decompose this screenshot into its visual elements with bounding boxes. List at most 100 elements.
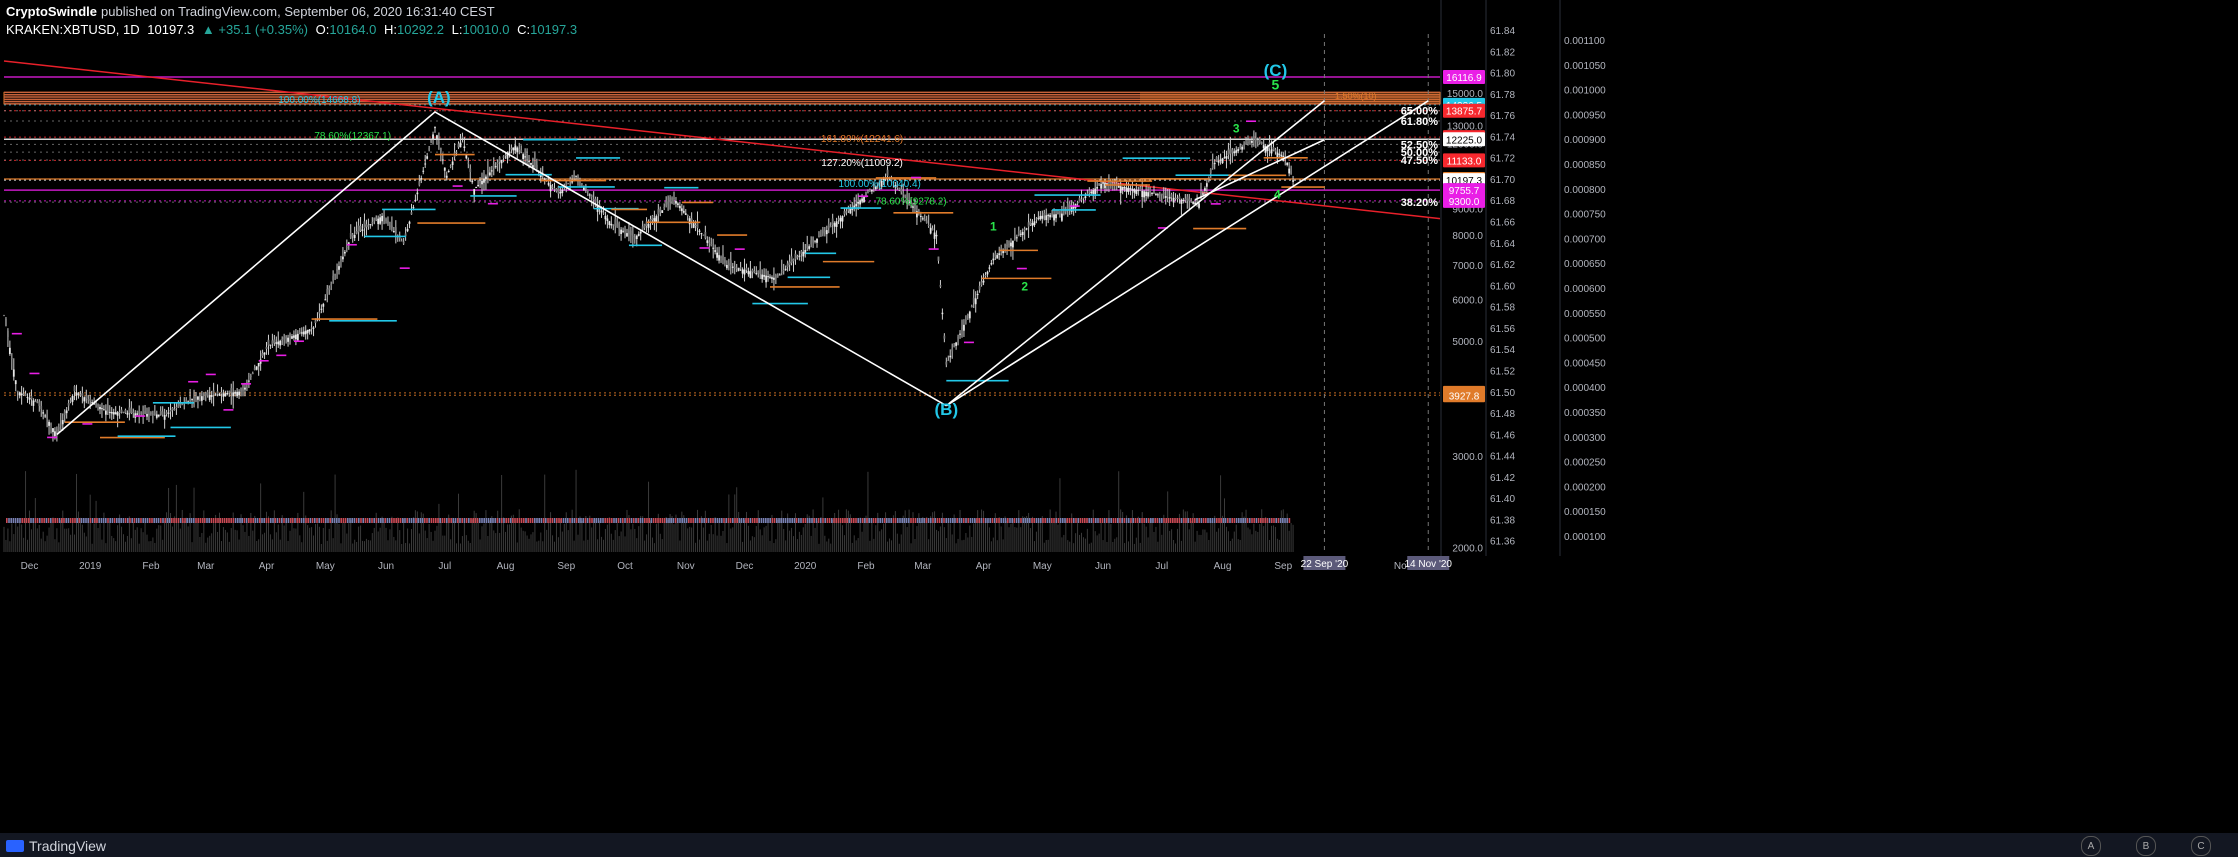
ratio-tick-2: 0.001100 <box>1564 36 1605 47</box>
time-tick: Dec <box>21 561 39 572</box>
log-scale-button[interactable]: B <box>2136 836 2156 856</box>
candle-body <box>1184 198 1187 201</box>
candle-body <box>968 311 971 319</box>
candle-body <box>949 355 952 358</box>
candle-body <box>626 233 628 237</box>
band-dot <box>314 518 316 523</box>
band-dot <box>443 518 446 523</box>
candle-body <box>428 148 431 150</box>
band-dot <box>217 518 219 523</box>
band-dot <box>531 518 534 523</box>
candle-body <box>430 139 432 142</box>
tradingview-brand: TradingView <box>29 838 107 854</box>
band-dot <box>360 518 362 523</box>
band-dot <box>153 518 155 523</box>
candle-body <box>1198 203 1200 208</box>
band-dot <box>1090 518 1093 523</box>
wave-line <box>945 100 1429 407</box>
candle-body <box>845 211 848 213</box>
band-dot <box>336 518 338 523</box>
band-dot <box>96 518 98 523</box>
band-dot <box>998 518 1000 523</box>
band-dot <box>617 518 620 523</box>
annotation-label: 2 <box>1021 280 1028 294</box>
band-dot <box>391 518 393 523</box>
band-dot <box>325 518 327 523</box>
band-dot <box>881 518 884 523</box>
band-dot <box>353 518 356 523</box>
band-dot <box>237 518 239 523</box>
time-tick: Sep <box>1274 561 1292 572</box>
band-dot <box>292 518 294 523</box>
candle-body <box>880 180 883 187</box>
ratio-tick-2: 0.000800 <box>1564 185 1606 196</box>
wave-line <box>56 110 947 436</box>
band-dot <box>740 518 743 523</box>
band-dot <box>859 518 862 523</box>
candle-body <box>249 375 252 378</box>
symbol-label[interactable]: KRAKEN:XBTUSD, 1D <box>6 22 140 37</box>
candle-body <box>445 175 448 178</box>
candle-body <box>808 246 811 249</box>
band-dot <box>787 518 789 523</box>
band-dot <box>1167 518 1170 523</box>
candle-body <box>416 192 419 195</box>
candle-body <box>682 210 685 213</box>
band-dot <box>806 518 809 523</box>
price-tag <box>1443 153 1485 168</box>
author-name[interactable]: CryptoSwindle <box>6 4 98 19</box>
band-dot <box>503 518 505 523</box>
price-change: ▲ +35.1 (+0.35%) <box>201 22 309 37</box>
band-dot <box>641 518 644 523</box>
candle-body <box>146 413 148 417</box>
band-dot <box>1121 518 1123 523</box>
candle-body <box>555 188 558 192</box>
candle-body <box>1192 202 1195 204</box>
band-dot <box>109 518 111 523</box>
percent-scale-button[interactable]: C <box>2191 836 2211 856</box>
band-dot <box>1154 518 1156 523</box>
close-value: 10197.3 <box>530 22 578 37</box>
auto-scale-button[interactable]: A <box>2081 836 2101 856</box>
time-tick: Aug <box>1214 561 1232 572</box>
band-dot <box>661 518 664 523</box>
candle-body <box>757 270 760 274</box>
band-dot <box>342 518 345 523</box>
band-dot <box>1209 518 1211 523</box>
band-dot <box>897 518 899 523</box>
candle-body <box>522 154 525 160</box>
candle-body <box>882 179 885 181</box>
ratio-tick: 61.54 <box>1490 345 1515 356</box>
candle-body <box>925 220 928 224</box>
candle-body <box>1131 188 1134 191</box>
band-dot <box>1042 518 1044 523</box>
band-dot <box>837 518 840 523</box>
tradingview-logo[interactable]: TradingView <box>6 838 106 854</box>
band-dot <box>1178 518 1181 523</box>
candle-body <box>745 267 748 271</box>
candle-body <box>26 396 29 398</box>
candle-body <box>295 334 297 340</box>
band-dot <box>184 518 186 523</box>
band-dot <box>575 518 578 523</box>
candle-body <box>530 162 532 165</box>
candle-body <box>1135 189 1138 195</box>
candle-body <box>1272 147 1275 151</box>
candle-body <box>751 270 754 272</box>
band-dot <box>760 518 763 523</box>
band-dot <box>347 518 349 523</box>
candle-body <box>230 388 233 393</box>
candle-body <box>992 258 995 261</box>
candle-body <box>931 228 934 231</box>
candle-body <box>20 393 23 396</box>
candle-body <box>763 275 766 277</box>
fib-label: 65.00% <box>1401 106 1439 118</box>
price-tick: 8000.0 <box>1452 231 1483 242</box>
candle-body <box>549 184 552 192</box>
band-dot <box>778 518 780 523</box>
candle-body <box>947 360 950 362</box>
band-dot <box>1009 518 1011 523</box>
band-dot <box>435 518 437 523</box>
band-dot <box>925 518 928 523</box>
